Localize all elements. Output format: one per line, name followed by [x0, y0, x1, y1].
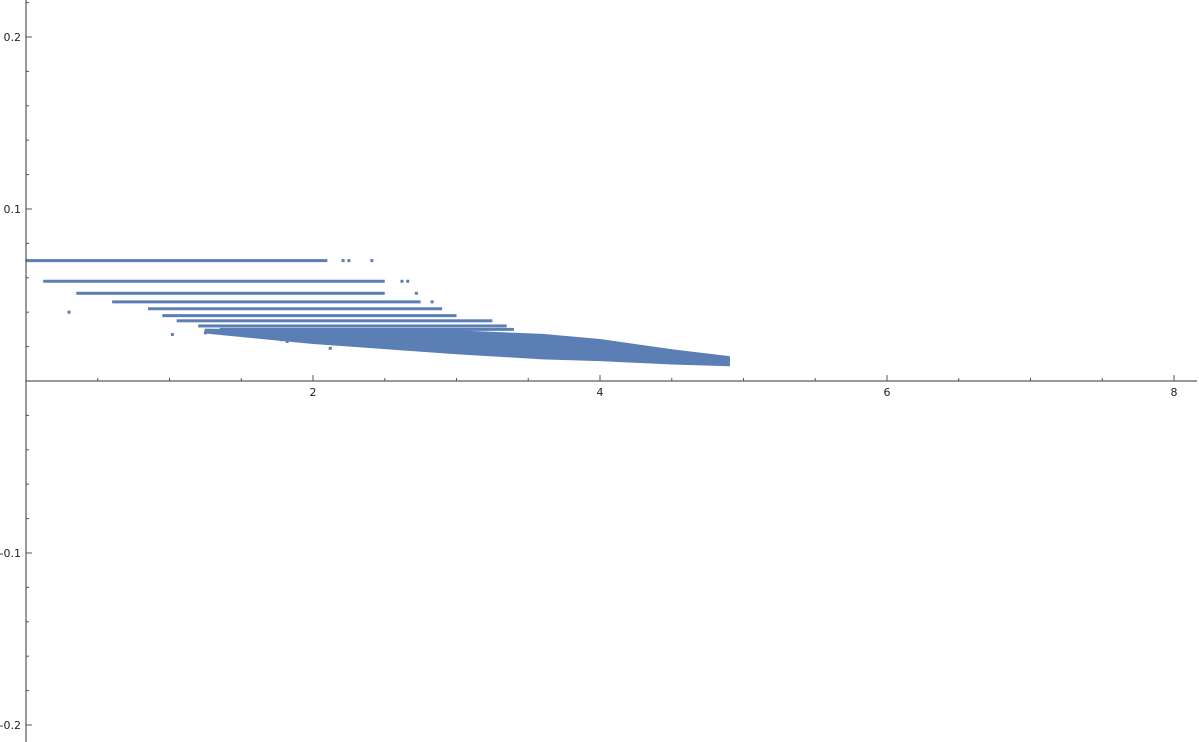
data-cloud [204, 328, 730, 367]
data-marks [26, 259, 730, 367]
data-point [203, 331, 207, 335]
y-tick-label: 0.1 [4, 203, 22, 216]
data-point [347, 259, 351, 263]
data-point [430, 300, 434, 304]
data-point [370, 259, 374, 263]
data-point [279, 338, 283, 342]
x-tick-label: 4 [597, 386, 604, 399]
data-band [76, 291, 385, 295]
y-tick-label: 0.2 [4, 31, 22, 44]
x-axis-ticks [97, 375, 1175, 381]
x-tick-label: 6 [884, 386, 891, 399]
data-band [147, 307, 443, 311]
x-axis-tick-labels: 2 4 6 8 [310, 386, 1178, 399]
data-point [414, 291, 418, 295]
data-band [112, 300, 421, 304]
data-band [43, 279, 385, 283]
data-band [198, 324, 507, 328]
data-point [406, 279, 410, 283]
y-axis-tick-labels: 0.2 0.1 -0.1 -0.2 [0, 31, 21, 732]
data-band [176, 319, 493, 323]
data-point [400, 279, 404, 283]
data-band [219, 327, 514, 331]
data-band [26, 259, 328, 263]
data-band [162, 314, 457, 318]
data-point [67, 310, 71, 314]
data-point [341, 259, 345, 263]
x-tick-label: 2 [310, 386, 317, 399]
data-point [170, 333, 174, 337]
y-axis-ticks [26, 2, 32, 726]
x-tick-label: 8 [1171, 386, 1178, 399]
data-point [328, 346, 332, 350]
data-point [285, 339, 289, 343]
y-tick-label: -0.1 [0, 547, 21, 560]
y-tick-label: -0.2 [0, 719, 21, 732]
